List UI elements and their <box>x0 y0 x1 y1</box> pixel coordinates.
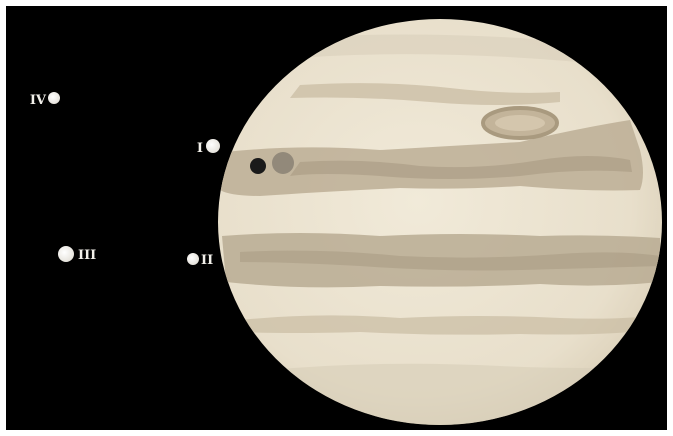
moon-ii-disc <box>187 253 199 265</box>
moon-shadow-transit <box>250 158 266 174</box>
moon-transit <box>272 152 294 174</box>
moon-iii: III <box>58 246 96 263</box>
moon-iv-label: IV <box>30 93 47 108</box>
moon-iv-disc <box>48 92 60 104</box>
moon-iii-label: III <box>78 248 96 263</box>
north-temperate-band <box>290 83 560 105</box>
moon-ii: II <box>187 253 213 268</box>
north-equatorial-belt <box>220 120 643 196</box>
moon-i-label: I <box>197 141 203 156</box>
south-temperate-belt <box>240 315 650 335</box>
moon-iii-disc <box>58 246 74 262</box>
moon-i: I <box>197 139 220 156</box>
moon-iv: IV <box>30 92 60 108</box>
moon-i-disc <box>206 139 220 153</box>
moon-ii-label: II <box>201 253 213 268</box>
